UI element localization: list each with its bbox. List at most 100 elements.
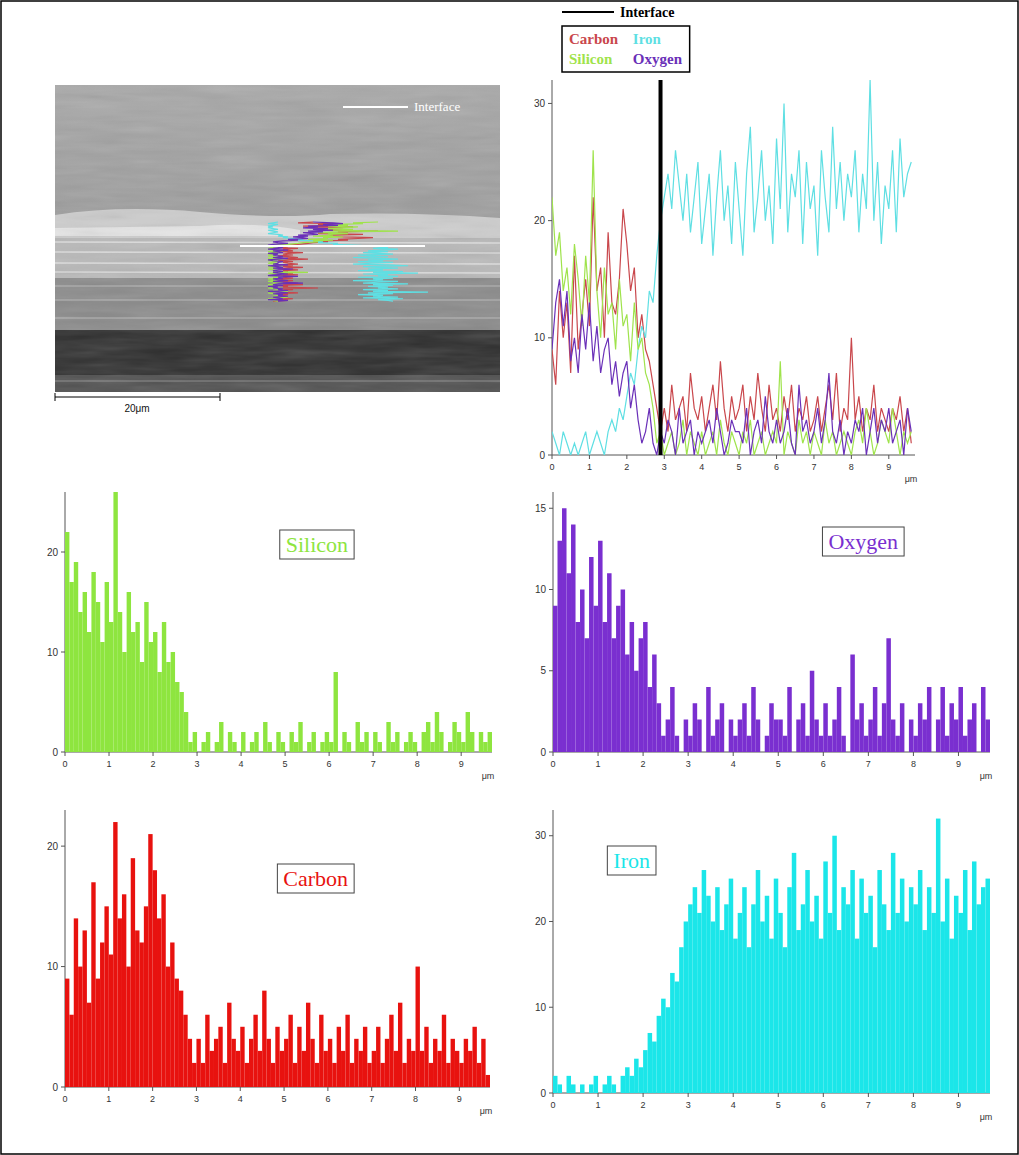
bar [398, 1003, 402, 1087]
bar [940, 687, 945, 752]
x-tick-label: 0 [550, 759, 555, 769]
bar [715, 720, 720, 753]
x-tick-label: 9 [956, 759, 961, 769]
legend-entry: Silicon [569, 51, 613, 67]
bar [859, 879, 864, 1093]
x-tick [415, 1087, 416, 1091]
bar [78, 612, 82, 752]
bar [241, 732, 245, 752]
x-tick [461, 752, 462, 756]
bar [562, 508, 567, 752]
bar [621, 1076, 626, 1093]
legend-entry: Oxygen [633, 51, 683, 67]
bar [850, 655, 855, 753]
bar [402, 1063, 406, 1087]
bar [913, 904, 918, 1093]
bar [729, 720, 734, 753]
bar [139, 942, 143, 1087]
x-tick-label: 1 [596, 759, 601, 769]
x-tick-label: 8 [849, 462, 854, 472]
chart-panel: 010200123456789μmSilicon [47, 492, 494, 781]
bar [267, 1039, 271, 1087]
x-tick-label: 2 [624, 462, 629, 472]
bar [756, 870, 761, 1093]
x-tick [701, 455, 702, 459]
bar [895, 913, 900, 1093]
bar [148, 834, 152, 1087]
bar [315, 1063, 319, 1087]
x-tick [958, 1093, 959, 1097]
y-axis [552, 80, 553, 455]
bar [372, 1051, 376, 1087]
bar [422, 732, 426, 752]
bar [316, 752, 320, 753]
y-tick-label: 20 [47, 841, 59, 852]
bar [391, 742, 395, 752]
bar [298, 722, 302, 752]
bar [706, 687, 711, 752]
bar [237, 752, 241, 753]
bar [594, 606, 599, 752]
bar [747, 947, 752, 1093]
bar [161, 894, 165, 1087]
bar [135, 622, 139, 752]
bar [909, 720, 914, 753]
bar [963, 736, 968, 752]
x-tick-label: 9 [457, 1094, 462, 1104]
bar [91, 882, 95, 1087]
scan-line [268, 222, 398, 301]
x-tick [109, 752, 110, 756]
x-tick-label: 4 [699, 462, 704, 472]
bar [787, 687, 792, 752]
bar [706, 896, 711, 1093]
y-tick [61, 846, 65, 847]
bar [426, 722, 430, 752]
x-tick [285, 752, 286, 756]
sem-texture [55, 85, 500, 392]
annotation-key [343, 106, 408, 108]
x-tick-label: 7 [866, 1100, 871, 1110]
bar [157, 918, 161, 1087]
bar [197, 752, 201, 753]
bar [215, 742, 219, 752]
bar [179, 692, 183, 752]
bar [562, 1093, 567, 1094]
bar [603, 1084, 608, 1093]
plot-area [553, 819, 990, 1093]
bar [936, 819, 941, 1093]
bar [201, 742, 205, 752]
bar [972, 861, 977, 1093]
annotation: Interface [414, 99, 460, 114]
bar [891, 853, 896, 1093]
title: Oxygen [828, 529, 898, 554]
bar [201, 1063, 205, 1087]
bar [846, 904, 851, 1093]
x-tick-label: 6 [821, 759, 826, 769]
bar [715, 887, 720, 1093]
bar [351, 752, 355, 753]
bar [949, 703, 954, 752]
y-tick [549, 1007, 553, 1008]
y-tick-label: 10 [535, 584, 547, 595]
bar [868, 896, 873, 1093]
bar [378, 742, 382, 752]
bar [652, 1042, 657, 1093]
bar [240, 1027, 244, 1087]
bar [738, 720, 743, 753]
bar [100, 642, 104, 752]
bar [553, 606, 558, 752]
bar [729, 879, 734, 1093]
bar [153, 632, 157, 752]
bar [972, 703, 977, 752]
bar [855, 939, 860, 1093]
x-tick [776, 455, 777, 459]
x-tick [913, 752, 914, 756]
bar [778, 720, 783, 753]
title: Silicon [286, 532, 348, 557]
bar [774, 879, 779, 1093]
bar [122, 652, 126, 752]
bar [927, 887, 932, 1093]
bar [742, 703, 747, 752]
bar [918, 870, 923, 1093]
scale-bar [55, 397, 220, 398]
